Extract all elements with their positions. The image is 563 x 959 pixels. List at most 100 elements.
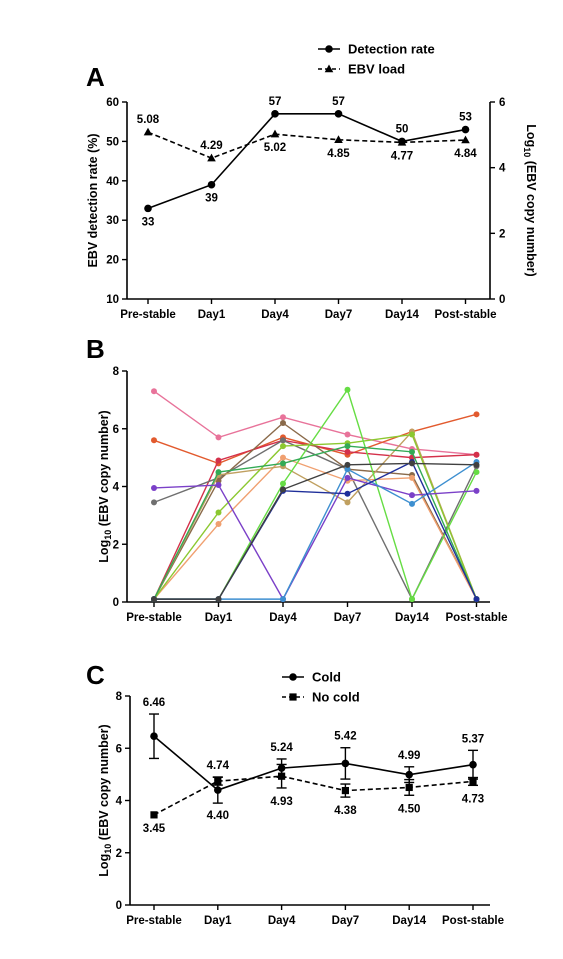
data-label-no-cold: 4.93 bbox=[270, 796, 292, 808]
data-label-detection-rate: 57 bbox=[269, 96, 282, 108]
point-ebv-load bbox=[461, 135, 470, 144]
point-no-cold bbox=[214, 777, 222, 785]
point-ebv-load bbox=[334, 135, 343, 143]
legend-label-detection-rate: Detection rate bbox=[348, 42, 435, 57]
point-ebv-load bbox=[270, 129, 280, 138]
legend-marker-cold bbox=[289, 673, 297, 681]
series-line-ebv-load bbox=[147, 131, 466, 160]
data-label-no-cold: 4.38 bbox=[334, 805, 357, 817]
subject-point-11 bbox=[409, 492, 415, 499]
data-label-detection-rate: 39 bbox=[205, 193, 218, 205]
subject-point-3 bbox=[344, 448, 351, 455]
x-tick-label-c: Day7 bbox=[332, 915, 360, 927]
subject-point-8 bbox=[409, 431, 415, 438]
subject-point-2 bbox=[473, 411, 480, 418]
subject-line-2 bbox=[153, 413, 477, 465]
subject-point-8 bbox=[215, 509, 222, 516]
subject-point-12 bbox=[280, 596, 286, 603]
subject-line-6 bbox=[153, 456, 478, 600]
x-tick-label-b: Post-stable bbox=[446, 612, 508, 624]
panel-a: A Detection rate EBV load 10 20 30 40 50 60 0 2 4 6 P… bbox=[86, 42, 538, 322]
x-tick-label-c: Post-stable bbox=[442, 915, 504, 927]
legend-a: Detection rate EBV load bbox=[318, 42, 435, 77]
subject-point-9 bbox=[280, 480, 286, 487]
subject-point-6 bbox=[215, 521, 222, 528]
point-no-cold bbox=[278, 772, 286, 780]
y-tick-label-c: 0 bbox=[116, 900, 122, 912]
subject-point-11 bbox=[151, 484, 157, 491]
x-tick-label-c: Day4 bbox=[268, 915, 296, 927]
x-tick-label-a: Day14 bbox=[385, 309, 419, 321]
subject-line-7 bbox=[153, 430, 478, 600]
subject-point-7 bbox=[344, 499, 351, 506]
x-tick-label-a: Day4 bbox=[261, 309, 289, 321]
point-cold bbox=[405, 770, 414, 779]
data-label-cold: 5.24 bbox=[270, 742, 293, 754]
subject-line-10 bbox=[153, 445, 478, 600]
point-detection-rate bbox=[207, 180, 216, 189]
x-tick-label-a: Day7 bbox=[325, 309, 353, 321]
y-tick-label-b: 2 bbox=[113, 539, 119, 551]
y2-tick-label-a: 0 bbox=[499, 294, 505, 306]
data-label-detection-rate: 53 bbox=[459, 112, 472, 124]
panel-label-a: A bbox=[86, 62, 105, 92]
subject-point-5 bbox=[280, 419, 286, 426]
subject-point-1 bbox=[215, 434, 222, 441]
point-detection-rate bbox=[271, 110, 279, 118]
data-label-cold: 4.99 bbox=[398, 750, 420, 762]
y-tick-label-c: 2 bbox=[116, 848, 122, 860]
subject-point-4 bbox=[280, 437, 286, 444]
data-label-ebv-load: 5.08 bbox=[137, 114, 160, 126]
y2-tick-label-a: 4 bbox=[499, 163, 506, 175]
data-label-no-cold: 4.73 bbox=[462, 793, 484, 805]
subject-point-14 bbox=[151, 596, 157, 603]
y-axis-label-b: Log10 (EBV copy number) bbox=[97, 410, 113, 562]
subject-point-12 bbox=[344, 466, 351, 473]
data-label-cold: 6.46 bbox=[143, 697, 165, 709]
data-label-detection-rate: 50 bbox=[396, 123, 409, 135]
subject-line-11 bbox=[153, 477, 477, 601]
data-label-no-cold: 4.74 bbox=[207, 760, 230, 772]
point-detection-rate bbox=[334, 110, 343, 118]
y-tick-label-c: 4 bbox=[116, 796, 123, 808]
subject-line-14 bbox=[154, 462, 477, 600]
y-axis-label-a: EBV detection rate (%) bbox=[86, 133, 100, 267]
data-label-detection-rate: 33 bbox=[142, 216, 155, 228]
legend-marker-no-cold bbox=[289, 693, 297, 701]
point-no-cold bbox=[150, 811, 158, 819]
point-cold bbox=[150, 732, 158, 741]
subject-point-6 bbox=[409, 474, 415, 481]
data-label-ebv-load: 5.02 bbox=[264, 142, 286, 154]
x-tick-label-b: Day7 bbox=[334, 612, 362, 624]
legend-marker-ebv-load bbox=[324, 64, 334, 73]
panel-b: B 0 2 4 6 8 Pre-stable Day1 Day4 Day7 Day14 Post-st… bbox=[86, 334, 508, 624]
y2-tick-label-a: 6 bbox=[499, 97, 505, 109]
subject-point-8 bbox=[280, 443, 286, 450]
subject-point-10 bbox=[280, 460, 286, 467]
subject-point-14 bbox=[215, 596, 222, 603]
point-detection-rate bbox=[461, 125, 470, 134]
legend-c: Cold No cold bbox=[282, 670, 360, 705]
y-tick-label-a: 20 bbox=[106, 255, 119, 267]
subject-point-14 bbox=[409, 460, 415, 467]
data-label-detection-rate: 57 bbox=[332, 96, 345, 108]
panel-label-b: B bbox=[86, 334, 105, 364]
series-line-no-cold bbox=[153, 775, 474, 816]
subject-line-5 bbox=[153, 422, 478, 600]
point-detection-rate bbox=[144, 204, 152, 213]
point-no-cold bbox=[469, 777, 477, 786]
point-no-cold bbox=[341, 786, 349, 795]
subject-point-11 bbox=[215, 482, 222, 489]
data-label-ebv-load: 4.84 bbox=[454, 148, 477, 160]
point-cold bbox=[341, 759, 350, 768]
subject-point-6 bbox=[280, 454, 286, 461]
subject-point-3 bbox=[215, 457, 222, 464]
y-tick-label-b: 6 bbox=[113, 424, 119, 436]
y2-tick-label-a: 2 bbox=[499, 228, 505, 240]
point-cold bbox=[277, 764, 286, 772]
subject-line-1 bbox=[153, 390, 477, 456]
subject-point-11 bbox=[473, 487, 480, 494]
x-tick-label-c: Day14 bbox=[392, 915, 426, 927]
subject-point-10 bbox=[215, 469, 222, 476]
